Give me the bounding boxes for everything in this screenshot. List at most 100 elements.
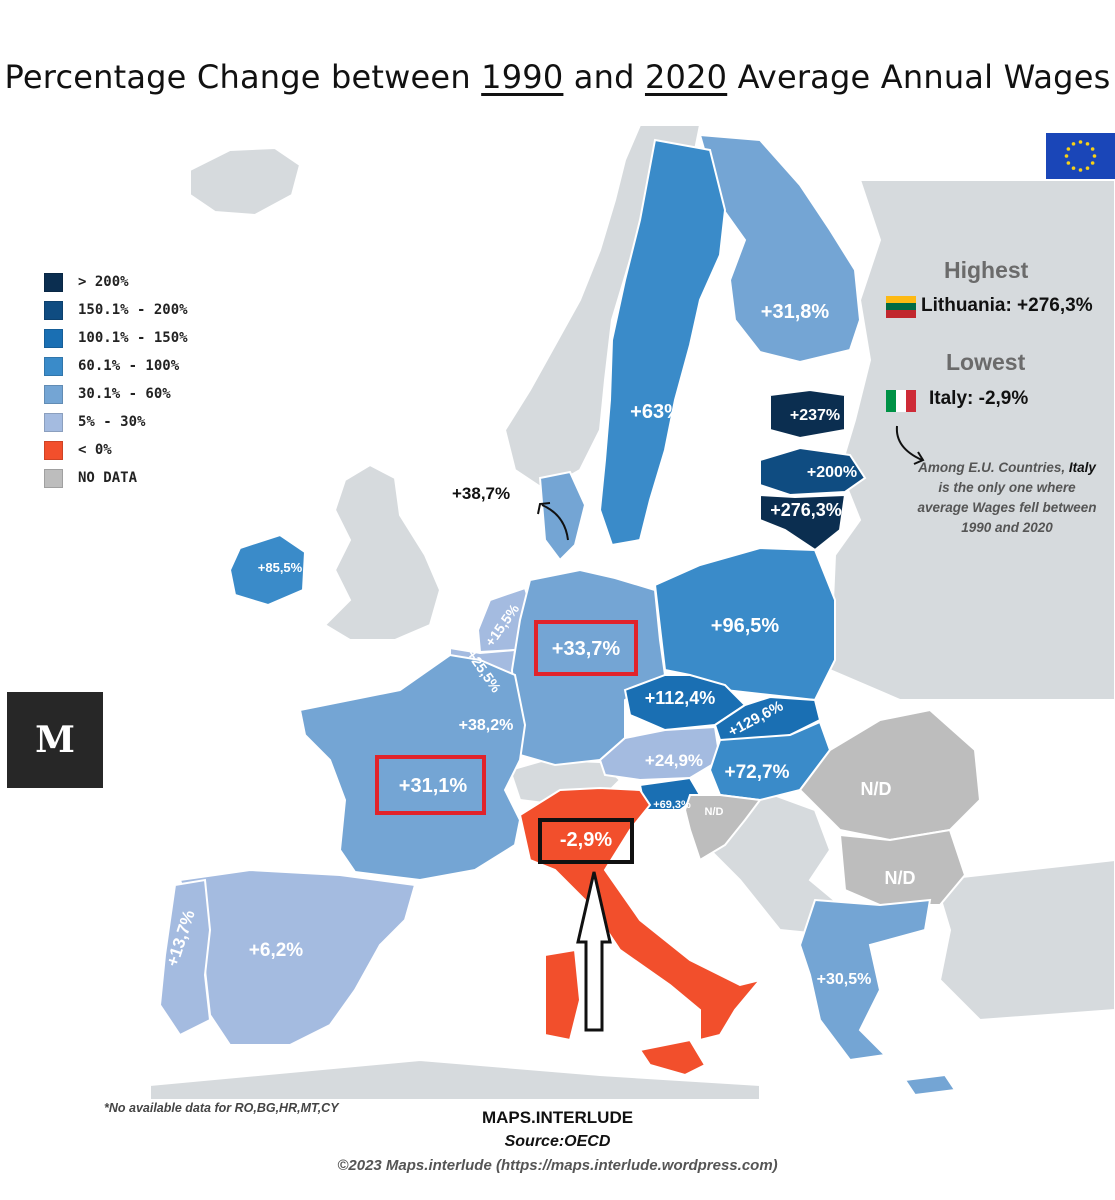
legend-item: NO DATA: [44, 464, 188, 492]
sicily-shape: [638, 1038, 707, 1077]
legend-swatch: [44, 440, 63, 460]
denmark-shape: [538, 470, 587, 562]
estonia-shape: [769, 388, 846, 440]
copyright-line: ©2023 Maps.interlude (https://maps.inter…: [337, 1157, 778, 1174]
note-arrowhead-icon: [913, 451, 925, 465]
legend-label: 5% - 30%: [78, 414, 146, 430]
legend-item: 100.1% - 150%: [44, 324, 188, 352]
eu-star-icon: [1078, 168, 1083, 172]
latvia-shape: [759, 446, 867, 497]
sardinia-shape: [544, 948, 582, 1042]
legend-swatch: [44, 356, 63, 376]
map-title: Percentage Change between 1990 and 2020 …: [0, 58, 1115, 96]
legend-swatch: [44, 300, 63, 320]
eu-star-icon: [1092, 154, 1097, 158]
finland-shape: [698, 133, 862, 364]
legend-swatch: [44, 412, 63, 432]
eu-flag-icon: [1046, 133, 1115, 179]
latvia-label: +200%: [807, 464, 857, 481]
eu-star-icon: [1085, 142, 1090, 146]
logo-text: M: [35, 719, 75, 761]
brand-name: MAPS.INTERLUDE: [481, 1108, 634, 1127]
italy-up-arrow-icon: [576, 871, 612, 1032]
greece-shape: [798, 898, 932, 1062]
italy-label: -2,9%: [560, 829, 612, 851]
bulgaria-shape: [838, 828, 967, 906]
note-arrow-icon: [895, 425, 923, 461]
legend-item: < 0%: [44, 436, 188, 464]
italy-highlight-box: [538, 818, 634, 864]
czechia-label: +112,4%: [645, 688, 716, 708]
highest-heading: Highest: [944, 257, 1029, 283]
britain-shape: [323, 463, 442, 641]
sweden-label: +63%: [630, 401, 682, 423]
denmark-arrow-icon: [541, 504, 569, 541]
eu-star-icon: [1090, 161, 1095, 165]
lithuania-flag-icon: [886, 296, 916, 318]
note-italy: Italy: [1068, 460, 1096, 475]
iceland-shape: [189, 146, 302, 217]
north-africa-shape: [149, 1058, 761, 1100]
title-part-after: Average Annual Wages: [727, 58, 1111, 96]
poland-label: +96,5%: [711, 615, 780, 637]
eu-star-icon: [1066, 147, 1071, 151]
croatia-shape: [683, 794, 762, 862]
denmark-arrowhead-icon: [537, 502, 551, 515]
romania-label: N/D: [861, 779, 892, 799]
denmark-label: +38,7%: [452, 484, 511, 503]
france-highlight-box: [375, 755, 486, 815]
legend-label: 30.1% - 60%: [78, 386, 171, 402]
legend-item: 60.1% - 100%: [44, 352, 188, 380]
lithuania-shape: [759, 493, 847, 552]
greece-label: +30,5%: [817, 971, 872, 988]
lowest-heading: Lowest: [946, 349, 1026, 375]
spain-label: +6,2%: [249, 940, 304, 961]
footnote: *No available data for RO,BG,HR,MT,CY: [104, 1101, 339, 1115]
eu-star-icon: [1071, 142, 1076, 146]
legend: > 200% 150.1% - 200% 100.1% - 150% 60.1% - …: [44, 268, 188, 492]
italy-note: Among E.U. Countries, Italy is the only …: [912, 458, 1102, 538]
title-year-2020: 2020: [644, 58, 728, 96]
italy-flag-icon: [886, 390, 916, 412]
legend-label: > 200%: [78, 274, 129, 290]
legend-label: < 0%: [78, 442, 112, 458]
romania-shape: [798, 708, 982, 842]
lowest-value: Italy: -2,9%: [929, 388, 1029, 409]
eu-star-icon: [1071, 166, 1076, 170]
legend-item: 150.1% - 200%: [44, 296, 188, 324]
maps-interlude-logo: M: [7, 692, 103, 788]
turkey-shape: [933, 858, 1115, 1022]
legend-label: 150.1% - 200%: [78, 302, 188, 318]
portugal-shape: [158, 878, 212, 1037]
highlight-boxes: [375, 620, 638, 864]
austria-label: +24,9%: [645, 751, 703, 770]
note-part-1: Among E.U. Countries,: [918, 460, 1066, 475]
highest-value: Lithuania: +276,3%: [921, 295, 1093, 316]
arrows: [537, 425, 925, 1032]
legend-label: 100.1% - 150%: [78, 330, 188, 346]
legend-label: 60.1% - 100%: [78, 358, 180, 374]
estonia-label: +237%: [790, 407, 840, 424]
lithuania-label: +276,3%: [770, 500, 842, 520]
eu-star-icon: [1078, 140, 1083, 144]
eu-star-icon: [1066, 161, 1071, 165]
legend-item: 30.1% - 60%: [44, 380, 188, 408]
slovenia-label: +69,3%: [653, 799, 691, 811]
ireland-shape: [228, 533, 307, 607]
ireland-label: +85,5%: [258, 560, 303, 575]
sweden-shape: [598, 138, 727, 547]
legend-swatch: [44, 272, 63, 292]
title-year-1990: 1990: [481, 58, 564, 96]
france-label: +31,1%: [399, 775, 468, 797]
source-line: Source:OECD: [504, 1133, 611, 1150]
cyprus-shape: [903, 1073, 957, 1097]
bulgaria-label: N/D: [885, 868, 916, 888]
legend-item: 5% - 30%: [44, 408, 188, 436]
legend-item: > 200%: [44, 268, 188, 296]
eu-star-icon: [1090, 147, 1095, 151]
france-shape: [298, 653, 527, 882]
title-part-before: Percentage Change between: [4, 58, 482, 96]
croatia-label: N/D: [705, 806, 724, 818]
hungary-label: +72,7%: [725, 762, 790, 783]
note-part-2: is the only one where average Wages fell…: [917, 480, 1097, 535]
